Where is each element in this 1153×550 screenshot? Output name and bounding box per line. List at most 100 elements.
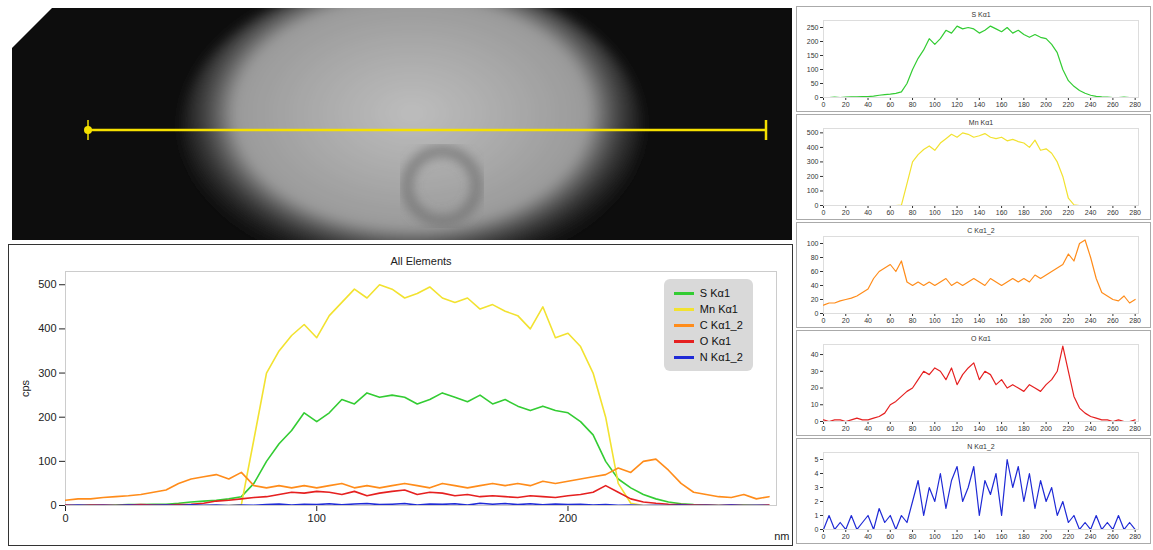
svg-text:100: 100 bbox=[929, 533, 941, 540]
svg-text:30: 30 bbox=[811, 368, 819, 375]
svg-text:120: 120 bbox=[951, 317, 963, 324]
svg-text:120: 120 bbox=[951, 533, 963, 540]
svg-text:100: 100 bbox=[807, 187, 819, 194]
svg-text:1: 1 bbox=[815, 512, 819, 519]
svg-text:300: 300 bbox=[807, 158, 819, 165]
svg-text:20: 20 bbox=[842, 317, 850, 324]
svg-text:60: 60 bbox=[886, 425, 894, 432]
svg-text:100: 100 bbox=[929, 209, 941, 216]
svg-text:160: 160 bbox=[996, 533, 1008, 540]
svg-text:C Kα1_2: C Kα1_2 bbox=[967, 227, 995, 235]
svg-text:120: 120 bbox=[951, 425, 963, 432]
svg-text:100: 100 bbox=[929, 101, 941, 108]
svg-text:160: 160 bbox=[996, 425, 1008, 432]
svg-text:nm: nm bbox=[774, 530, 789, 542]
svg-text:All Elements: All Elements bbox=[390, 255, 452, 267]
svg-text:160: 160 bbox=[996, 209, 1008, 216]
svg-text:0: 0 bbox=[822, 425, 826, 432]
svg-text:40: 40 bbox=[811, 351, 819, 358]
svg-text:60: 60 bbox=[811, 268, 819, 275]
svg-text:260: 260 bbox=[1107, 209, 1119, 216]
svg-text:160: 160 bbox=[996, 317, 1008, 324]
svg-text:200: 200 bbox=[1040, 533, 1052, 540]
svg-text:240: 240 bbox=[1085, 209, 1097, 216]
svg-text:220: 220 bbox=[1063, 317, 1075, 324]
svg-text:260: 260 bbox=[1107, 317, 1119, 324]
svg-text:200: 200 bbox=[1040, 317, 1052, 324]
svg-text:200: 200 bbox=[559, 512, 577, 524]
svg-text:100: 100 bbox=[807, 66, 819, 73]
svg-text:0: 0 bbox=[815, 526, 819, 533]
svg-text:100: 100 bbox=[308, 512, 326, 524]
svg-text:0: 0 bbox=[62, 512, 68, 524]
svg-text:10: 10 bbox=[811, 401, 819, 408]
svg-text:S Kα1: S Kα1 bbox=[971, 11, 990, 18]
svg-text:180: 180 bbox=[1018, 209, 1030, 216]
svg-text:220: 220 bbox=[1063, 533, 1075, 540]
svg-text:280: 280 bbox=[1129, 209, 1141, 216]
svg-text:80: 80 bbox=[909, 209, 917, 216]
svg-text:40: 40 bbox=[864, 209, 872, 216]
svg-text:260: 260 bbox=[1107, 425, 1119, 432]
svg-text:0: 0 bbox=[815, 94, 819, 101]
svg-text:2: 2 bbox=[815, 498, 819, 505]
svg-text:150: 150 bbox=[807, 52, 819, 59]
svg-text:20: 20 bbox=[811, 384, 819, 391]
svg-text:60: 60 bbox=[886, 317, 894, 324]
svg-text:5: 5 bbox=[815, 456, 819, 463]
svg-text:180: 180 bbox=[1018, 425, 1030, 432]
svg-text:cps: cps bbox=[19, 379, 31, 397]
svg-text:20: 20 bbox=[842, 101, 850, 108]
svg-text:260: 260 bbox=[1107, 533, 1119, 540]
svg-text:0: 0 bbox=[815, 418, 819, 425]
svg-text:40: 40 bbox=[864, 425, 872, 432]
svg-text:0: 0 bbox=[822, 101, 826, 108]
svg-text:80: 80 bbox=[811, 254, 819, 261]
svg-text:0: 0 bbox=[822, 209, 826, 216]
svg-text:180: 180 bbox=[1018, 317, 1030, 324]
svg-text:120: 120 bbox=[951, 101, 963, 108]
svg-text:0: 0 bbox=[822, 533, 826, 540]
svg-text:100: 100 bbox=[929, 425, 941, 432]
svg-text:240: 240 bbox=[1085, 533, 1097, 540]
svg-text:40: 40 bbox=[864, 533, 872, 540]
svg-text:80: 80 bbox=[909, 101, 917, 108]
svg-text:40: 40 bbox=[864, 317, 872, 324]
svg-text:N Kα1_2: N Kα1_2 bbox=[967, 443, 995, 451]
svg-text:140: 140 bbox=[973, 533, 985, 540]
svg-text:500: 500 bbox=[38, 278, 56, 290]
svg-text:220: 220 bbox=[1063, 425, 1075, 432]
svg-text:280: 280 bbox=[1129, 425, 1141, 432]
svg-text:60: 60 bbox=[886, 101, 894, 108]
svg-text:250: 250 bbox=[807, 24, 819, 31]
svg-text:80: 80 bbox=[909, 533, 917, 540]
svg-text:220: 220 bbox=[1063, 101, 1075, 108]
svg-text:60: 60 bbox=[886, 533, 894, 540]
svg-text:200: 200 bbox=[1040, 209, 1052, 216]
svg-text:160: 160 bbox=[996, 101, 1008, 108]
svg-text:200: 200 bbox=[807, 38, 819, 45]
svg-text:3: 3 bbox=[815, 484, 819, 491]
svg-text:120: 120 bbox=[951, 209, 963, 216]
svg-text:0: 0 bbox=[815, 310, 819, 317]
svg-text:O Kα1: O Kα1 bbox=[971, 335, 991, 342]
svg-text:100: 100 bbox=[929, 317, 941, 324]
svg-text:180: 180 bbox=[1018, 101, 1030, 108]
svg-text:200: 200 bbox=[1040, 101, 1052, 108]
svg-text:140: 140 bbox=[973, 101, 985, 108]
svg-text:200: 200 bbox=[1040, 425, 1052, 432]
svg-text:80: 80 bbox=[909, 317, 917, 324]
svg-text:40: 40 bbox=[864, 101, 872, 108]
svg-text:0: 0 bbox=[815, 202, 819, 209]
svg-text:280: 280 bbox=[1129, 317, 1141, 324]
svg-text:140: 140 bbox=[973, 425, 985, 432]
svg-text:20: 20 bbox=[842, 533, 850, 540]
svg-text:20: 20 bbox=[842, 209, 850, 216]
svg-text:200: 200 bbox=[807, 173, 819, 180]
svg-text:200: 200 bbox=[38, 411, 56, 423]
svg-text:40: 40 bbox=[811, 282, 819, 289]
svg-text:240: 240 bbox=[1085, 317, 1097, 324]
svg-text:4: 4 bbox=[815, 470, 819, 477]
svg-text:50: 50 bbox=[811, 80, 819, 87]
svg-text:400: 400 bbox=[38, 322, 56, 334]
